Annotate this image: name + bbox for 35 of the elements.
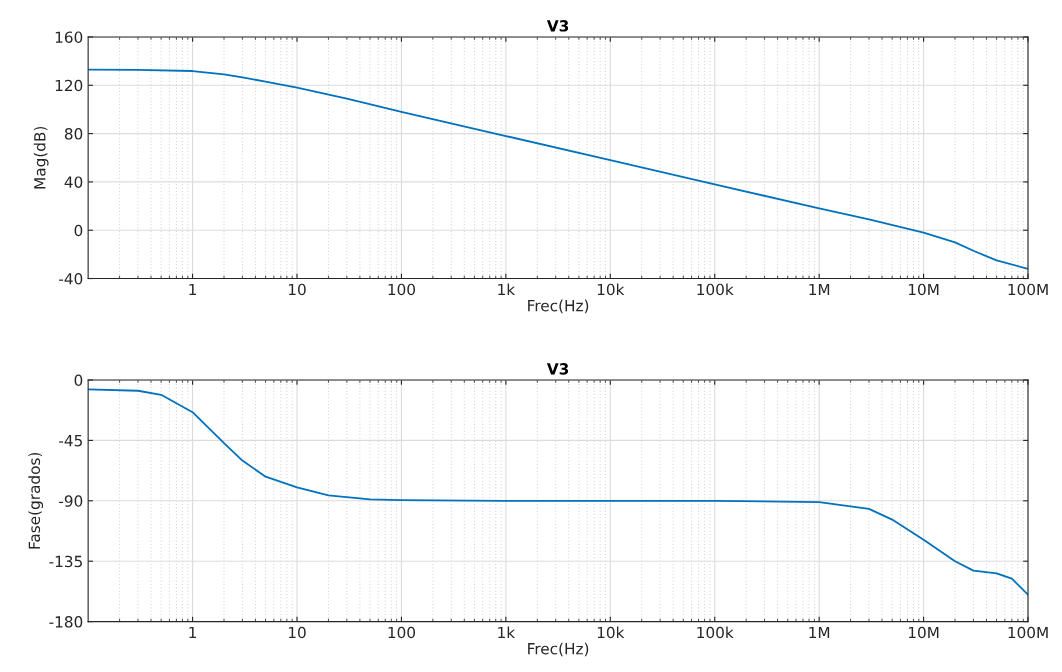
y-tick-label: 160: [55, 31, 83, 43]
x-tick-label: 10k: [597, 283, 625, 296]
x-tick-label: 100: [388, 626, 415, 639]
x-tick-label: 100: [388, 283, 415, 296]
x-tick-label: 10M: [908, 283, 939, 296]
y-tick-label: 80: [64, 128, 83, 140]
x-tick-label: 1M: [809, 626, 830, 639]
chart-title: V3: [546, 363, 569, 375]
x-tick-label: 1: [189, 283, 197, 296]
x-tick-label: 1M: [809, 283, 830, 296]
x-tick-label: 1k: [498, 283, 516, 296]
y-tick-label: -90: [59, 495, 83, 507]
x-tick-label: 10: [288, 283, 306, 296]
y-tick-label: -135: [49, 555, 82, 568]
y-axis-title: Fase(grados): [28, 452, 44, 549]
x-tick-label: 10: [288, 626, 306, 639]
y-tick-label: -40: [59, 273, 83, 285]
x-tick-label: 100M: [1008, 283, 1048, 296]
x-tick-label: 100M: [1008, 626, 1048, 639]
y-tick-label: 0: [74, 224, 83, 237]
y-tick-label: 0: [74, 374, 83, 387]
y-axis-title: Mag(dB): [33, 126, 49, 189]
x-tick-label: 1: [189, 626, 197, 639]
y-tick-label: -180: [49, 616, 83, 628]
y-tick-label: -45: [59, 435, 82, 447]
x-tick-label: 10k: [597, 626, 625, 639]
chart-title: V3: [546, 20, 569, 32]
x-axis-title: Frec(Hz): [528, 299, 589, 314]
y-tick-label: 40: [64, 176, 83, 188]
x-tick-label: 100k: [697, 626, 734, 639]
x-tick-label: 1k: [498, 626, 516, 639]
x-tick-label: 100k: [697, 283, 734, 296]
x-tick-label: 10M: [908, 626, 939, 639]
y-tick-label: 120: [55, 79, 83, 92]
x-axis-title: Frec(Hz): [528, 642, 589, 657]
